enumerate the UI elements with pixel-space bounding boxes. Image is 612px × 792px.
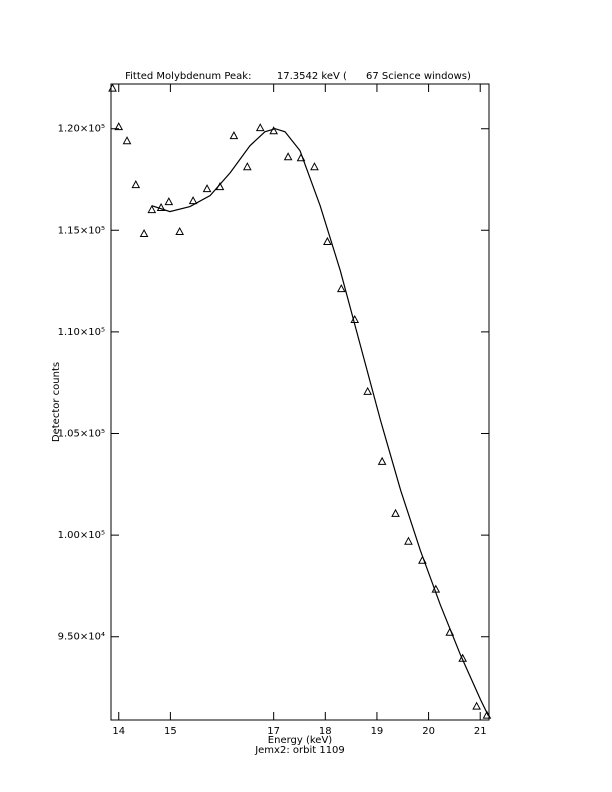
data-point [336, 284, 346, 293]
x-axis-label: Energy (keV) [268, 735, 333, 746]
data-point [188, 196, 198, 205]
x-tick-label: 14 [112, 726, 125, 737]
data-point [164, 197, 174, 206]
x-tick-label: 18 [319, 726, 332, 737]
y-tick-label: 1.20×10⁵ [58, 124, 105, 135]
x-tick-label: 19 [371, 726, 384, 737]
data-point [363, 386, 372, 395]
data-point [269, 126, 279, 135]
data-point [175, 226, 185, 236]
data-point [255, 123, 265, 132]
x-tick-label: 21 [474, 726, 487, 737]
x-tick-label: 20 [422, 726, 435, 737]
x-tick-label: 17 [267, 726, 280, 737]
data-point [139, 228, 149, 238]
data-point [122, 136, 132, 145]
data-point [482, 710, 492, 719]
y-tick-label: 9.50×10⁴ [58, 632, 105, 643]
data-point [108, 83, 117, 92]
data-point [283, 152, 293, 161]
subtitle: Jemx2: orbit 1109 [254, 745, 345, 756]
y-axis-label: Detector counts [51, 362, 62, 442]
data-point [310, 162, 319, 171]
data-point [156, 202, 166, 212]
chart-title: Fitted Molybdenum Peak: 17.3542 keV ( 67… [125, 71, 471, 82]
data-point [229, 131, 239, 140]
y-tick-label: 1.05×10⁵ [58, 428, 105, 439]
data-point [242, 162, 252, 171]
x-tick-label: 15 [164, 726, 177, 737]
data-point [404, 536, 413, 545]
data-point [377, 456, 387, 465]
data-point [202, 184, 212, 193]
data-point [147, 205, 157, 214]
y-tick-label: 1.15×10⁵ [58, 225, 105, 236]
data-point [114, 122, 124, 131]
y-tick-label: 1.00×10⁵ [58, 530, 105, 541]
data-point [391, 508, 400, 517]
data-point [323, 236, 332, 245]
plot-frame [110, 83, 490, 721]
fit-line [151, 128, 490, 717]
data-point [131, 180, 141, 189]
data-point [472, 701, 481, 710]
y-tick-label: 1.10×10⁵ [58, 327, 105, 338]
